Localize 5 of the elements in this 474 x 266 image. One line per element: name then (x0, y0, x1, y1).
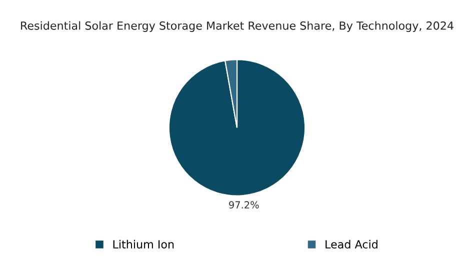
legend-label: Lithium Ion (113, 240, 174, 249)
data-label: 97.2% (229, 201, 259, 209)
chart-title: Residential Solar Energy Storage Market Revenue Share, By Technology, 2024 (21, 21, 454, 32)
pie-slice (168, 59, 306, 196)
legend-label: Lead Acid (326, 240, 378, 249)
